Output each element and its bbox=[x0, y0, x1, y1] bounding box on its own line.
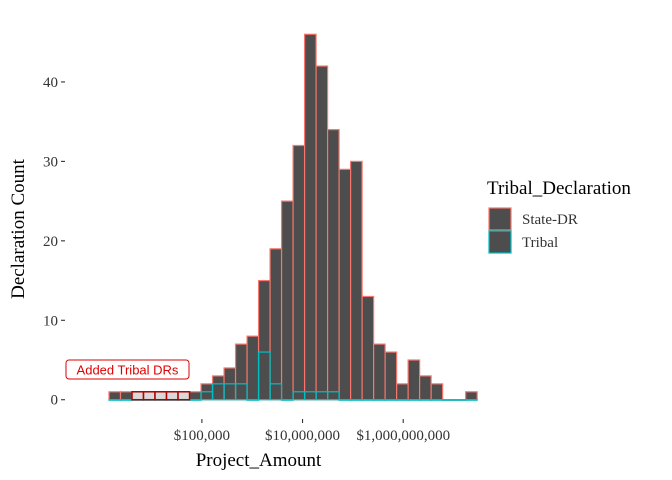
annotation-text: Added Tribal DRs bbox=[77, 363, 179, 378]
tribal-bar bbox=[257, 351, 271, 401]
tribal-bar bbox=[407, 399, 421, 401]
state-dr-bar bbox=[108, 391, 122, 401]
tribal-bar bbox=[269, 383, 283, 401]
x-tick-label: $10,000,000 bbox=[265, 428, 340, 444]
tribal-bar bbox=[465, 399, 478, 401]
tribal-bar bbox=[234, 383, 248, 401]
highlight-bar bbox=[131, 391, 145, 401]
highlight-bar bbox=[165, 391, 179, 401]
state-dr-bar bbox=[246, 335, 260, 401]
tribal-bar bbox=[188, 399, 202, 401]
tribal-bar bbox=[108, 399, 122, 401]
tribal-bar bbox=[350, 399, 363, 401]
legend-key-tribal bbox=[488, 230, 512, 254]
tribal-bar bbox=[338, 399, 352, 401]
state-dr-bar bbox=[188, 391, 202, 401]
legend-label-tribal: Tribal bbox=[522, 235, 558, 251]
state-dr-bar bbox=[430, 383, 444, 401]
legend-label-state-dr: State-DR bbox=[522, 212, 578, 228]
state-dr-bar bbox=[384, 351, 398, 401]
x-axis: $100,000 $10,000,000 $1,000,000,000 bbox=[174, 419, 450, 444]
annotation-box bbox=[65, 359, 190, 380]
state-dr-bar bbox=[361, 295, 375, 401]
state-dr-bar bbox=[407, 359, 421, 401]
state-dr-bar bbox=[465, 391, 478, 401]
y-tick-label: 30 bbox=[43, 154, 58, 170]
tribal-bar bbox=[280, 399, 294, 401]
state-dr-bar bbox=[326, 129, 340, 401]
annotation-label: Added Tribal DRs bbox=[65, 359, 190, 380]
y-tick-label: 40 bbox=[43, 75, 58, 91]
tribal-bar bbox=[442, 399, 455, 401]
highlight-bars-layer bbox=[131, 391, 191, 401]
state-dr-bar bbox=[211, 375, 225, 401]
state-dr-bar bbox=[396, 383, 409, 401]
y-axis-title: Declaration Count bbox=[8, 158, 29, 299]
y-axis: 0 10 20 30 40 bbox=[43, 75, 65, 409]
tribal-bar bbox=[119, 399, 133, 401]
tribal-bar bbox=[419, 399, 432, 401]
legend-key-state-dr bbox=[488, 207, 512, 231]
y-tick-label: 10 bbox=[43, 313, 58, 329]
highlight-bar bbox=[142, 391, 156, 401]
tribal-bar bbox=[246, 399, 260, 401]
state-dr-bar bbox=[269, 248, 283, 401]
highlight-bar bbox=[154, 391, 168, 401]
state-dr-bar bbox=[119, 391, 133, 401]
x-tick-label: $1,000,000,000 bbox=[356, 428, 450, 444]
tribal-bar bbox=[373, 399, 386, 401]
state-dr-bar bbox=[292, 144, 306, 401]
state-dr-bar bbox=[257, 279, 271, 401]
state-dr-bar bbox=[373, 343, 386, 401]
state-dr-bar bbox=[419, 375, 432, 401]
y-tick-label: 20 bbox=[43, 234, 58, 250]
tribal-bar bbox=[361, 399, 375, 401]
state-dr-bar bbox=[234, 343, 248, 401]
legend-title: Tribal_Declaration bbox=[487, 178, 631, 199]
y-tick-label: 0 bbox=[51, 393, 59, 409]
tribal-bar bbox=[453, 399, 467, 401]
bars-layer bbox=[108, 33, 478, 401]
state-dr-bar bbox=[350, 160, 363, 401]
legend: Tribal_Declaration State-DR Tribal bbox=[487, 178, 631, 254]
tribal-bar bbox=[326, 391, 340, 401]
tribal-bar bbox=[396, 399, 409, 401]
x-tick-label: $100,000 bbox=[174, 428, 230, 444]
highlight-bar bbox=[177, 391, 191, 401]
state-dr-bar bbox=[303, 33, 317, 401]
state-dr-bar bbox=[338, 168, 352, 401]
state-dr-bar bbox=[315, 65, 329, 401]
state-dr-bar bbox=[280, 200, 294, 401]
tribal-bar bbox=[430, 399, 444, 401]
x-axis-title: Project_Amount bbox=[196, 450, 322, 471]
tribal-bar bbox=[384, 399, 398, 401]
